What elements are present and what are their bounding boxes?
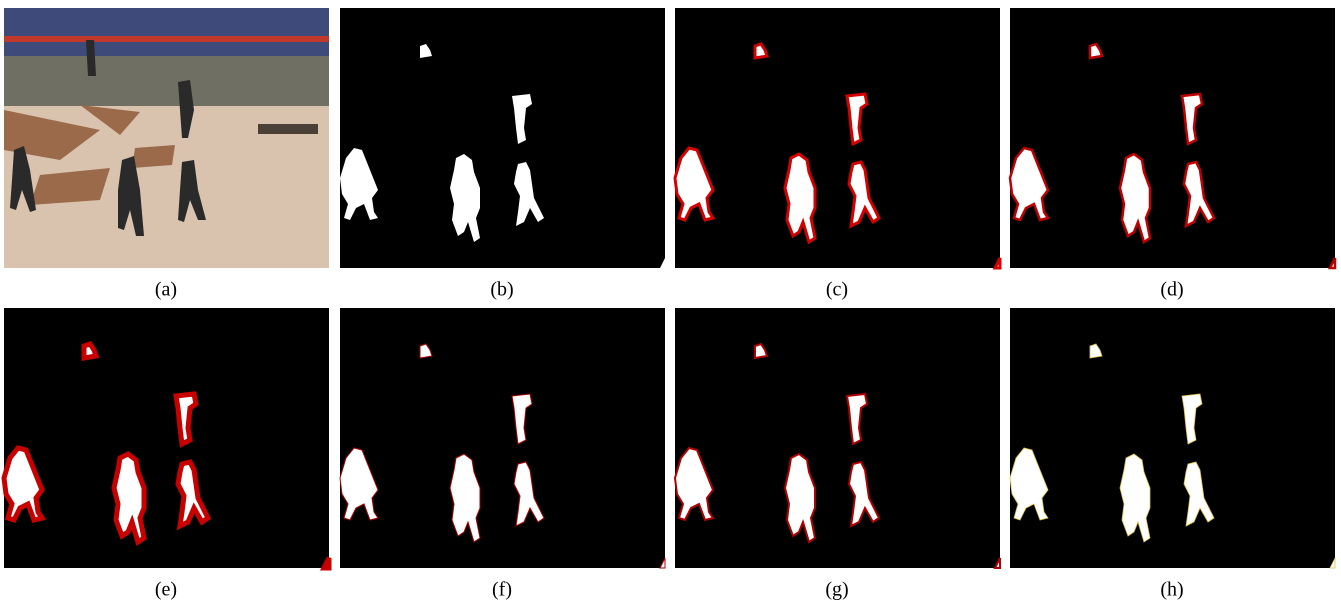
caption: (f) — [492, 579, 512, 601]
mask-h — [1010, 308, 1335, 568]
caption: (h) — [1160, 579, 1183, 601]
mask-e — [4, 308, 329, 568]
mask-d — [1010, 8, 1335, 268]
figure: (a) (b) (c) (d) (e) (f) (g) (h) — [0, 0, 1341, 608]
page: (a) (b) (c) (d) (e) (f) (g) (h) (() => {… — [0, 0, 1341, 608]
caption: (e) — [155, 579, 177, 601]
caption: (d) — [1160, 279, 1183, 301]
mask-f — [340, 308, 665, 568]
caption: (g) — [825, 579, 848, 601]
mask-g — [675, 308, 1000, 568]
caption: (a) — [155, 279, 177, 301]
caption: (b) — [490, 279, 513, 301]
mask-b — [340, 8, 665, 268]
photo-scene — [4, 8, 329, 268]
caption: (c) — [826, 279, 848, 301]
mask-c — [675, 8, 1000, 268]
